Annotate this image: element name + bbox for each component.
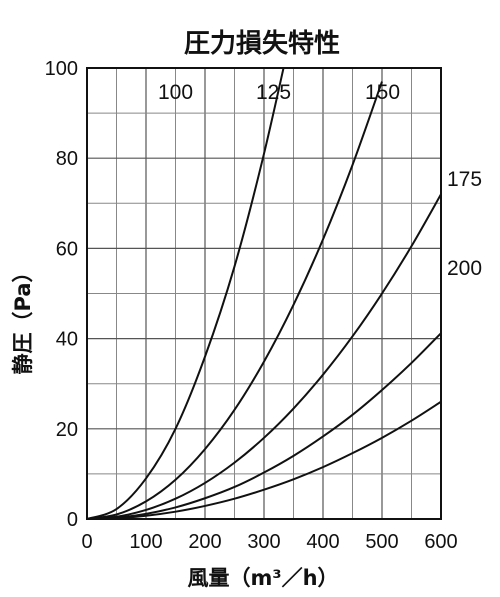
x-tick-label: 100 xyxy=(129,531,162,553)
y-axis-label: 静圧（Pa） xyxy=(11,262,35,375)
plot-frame xyxy=(86,67,442,520)
series-line-200 xyxy=(87,400,441,519)
chart-title: 圧力損失特性 xyxy=(184,28,340,59)
series-line-150 xyxy=(87,193,441,519)
series-line-125 xyxy=(87,81,383,519)
y-tick-labels: 0 20 40 60 80 100 xyxy=(45,58,78,531)
curves xyxy=(87,68,441,519)
series-label-125: 125 xyxy=(256,81,291,104)
x-tick-labels: 0 100 200 300 400 500 600 xyxy=(81,531,457,553)
x-tick-label: 300 xyxy=(247,531,280,553)
x-tick-label: 0 xyxy=(81,531,92,553)
series-label-100: 100 xyxy=(158,81,193,104)
series-line-100 xyxy=(87,68,285,519)
series-label-175: 175 xyxy=(447,168,482,191)
x-tick-label: 600 xyxy=(424,531,457,553)
y-tick-label: 80 xyxy=(56,148,78,170)
series-label-200: 200 xyxy=(447,257,482,280)
series-line-175 xyxy=(87,332,441,519)
y-tick-label: 0 xyxy=(67,509,78,531)
x-axis-label: 風量（m³／h） xyxy=(187,566,338,590)
x-tick-label: 400 xyxy=(306,531,339,553)
y-tick-label: 60 xyxy=(56,238,78,260)
series-label-150: 150 xyxy=(365,81,400,104)
grid xyxy=(87,68,441,519)
y-tick-label: 100 xyxy=(45,58,78,80)
y-tick-label: 40 xyxy=(56,329,78,351)
y-tick-label: 20 xyxy=(56,419,78,441)
x-tick-label: 200 xyxy=(188,531,221,553)
x-tick-label: 500 xyxy=(365,531,398,553)
series-labels: 100 125 150 175 200 xyxy=(158,81,482,280)
